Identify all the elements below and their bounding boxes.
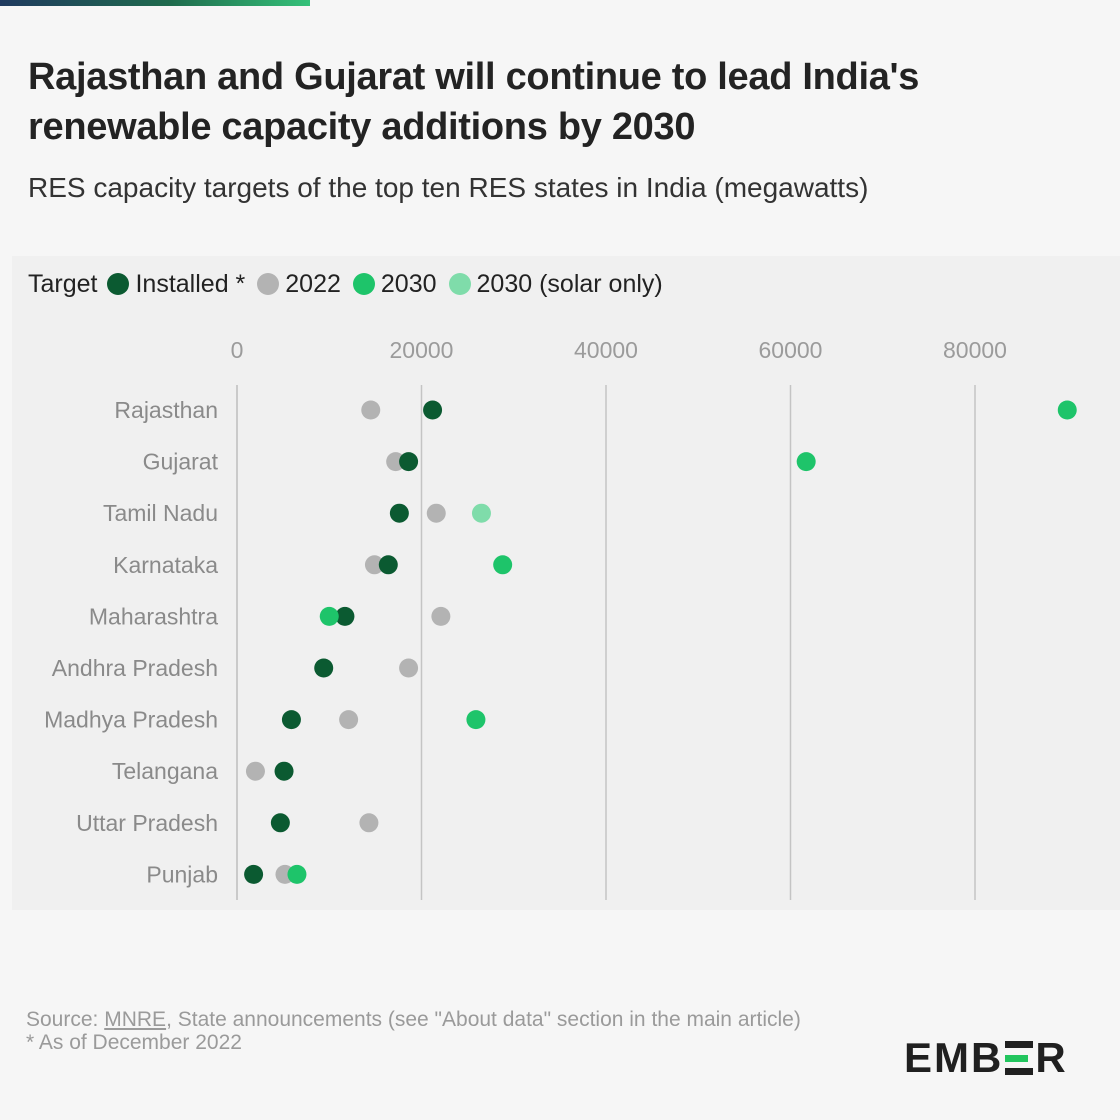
dot-2030	[796, 452, 816, 472]
dot-installed	[389, 503, 409, 523]
dot-installed	[335, 606, 355, 626]
source-link-mnre[interactable]: MNRE	[104, 1008, 167, 1031]
chart-title: Rajasthan and Gujarat will continue to l…	[28, 56, 920, 148]
dot-2022	[361, 400, 381, 420]
category-label: Tamil Nadu	[103, 500, 218, 526]
dot-2022	[399, 658, 419, 678]
logo-text-left: EMB	[904, 1034, 1004, 1081]
legend-swatch-installed	[107, 273, 130, 295]
x-tick-label-0: 0	[231, 337, 244, 363]
legend-swatch-2030-solar	[448, 273, 471, 295]
legend-item-2030: 2030	[352, 269, 437, 299]
dot-2030	[319, 606, 339, 626]
footnote: * As of December 2022	[26, 1031, 242, 1054]
category-label: Punjab	[146, 861, 218, 887]
dot-installed	[274, 761, 294, 781]
category-label: Uttar Pradesh	[76, 810, 218, 836]
x-tick-label-40000: 40000	[574, 337, 638, 363]
dot-installed	[281, 710, 301, 730]
dot-2022	[245, 761, 265, 781]
category-label: Karnataka	[113, 552, 218, 578]
x-tick-label-60000: 60000	[759, 337, 823, 363]
legend-swatch-2022	[257, 273, 280, 295]
chart-panel	[12, 256, 1120, 910]
x-tick-label-20000: 20000	[390, 337, 454, 363]
legend-item-2030-solar: 2030 (solar only)	[448, 269, 663, 299]
dot-2022	[431, 606, 451, 626]
dot-installed	[244, 864, 264, 884]
logo-text-right: R	[1035, 1034, 1068, 1081]
source-rest: , State announcements (see "About data" …	[166, 1008, 801, 1031]
dot-2022	[426, 503, 446, 523]
category-label: Telangana	[112, 758, 218, 784]
source-line: Source: MNRE, State announcements (see "…	[26, 1008, 826, 1031]
legend-item-2022: 2022	[257, 270, 341, 299]
top-accent-bar	[0, 0, 310, 6]
category-label: Gujarat	[143, 449, 219, 475]
source-prefix: Source:	[26, 1008, 105, 1031]
dot-installed	[270, 813, 290, 833]
dot-2030	[466, 710, 486, 730]
dot-installed	[314, 658, 334, 678]
legend-title: Target	[28, 269, 98, 298]
ember-logo: EMB R	[904, 1034, 1068, 1081]
legend-label-2022: 2022	[285, 269, 341, 298]
dot-installed	[423, 400, 443, 420]
category-label: Maharashtra	[89, 603, 218, 629]
dot-2030	[287, 864, 307, 884]
legend-label-installed: Installed *	[135, 269, 246, 298]
legend-item-installed: Installed *	[107, 270, 245, 299]
dot-2030	[493, 555, 513, 575]
dot-installed	[378, 555, 398, 575]
dot-2030	[1057, 400, 1077, 420]
dot-2030-solar-only	[471, 503, 491, 523]
category-label: Madhya Pradesh	[44, 707, 218, 733]
logo-e-mark	[1005, 1041, 1034, 1075]
category-label: Andhra Pradesh	[52, 655, 218, 681]
legend: Target Installed * 2022 2030 2030 (solar…	[28, 266, 675, 302]
legend-label-2030: 2030	[380, 269, 437, 298]
category-label: Rajasthan	[114, 397, 218, 423]
dot-2022	[339, 710, 359, 730]
dot-2022	[364, 555, 384, 575]
chart-subtitle: RES capacity targets of the top ten RES …	[28, 172, 869, 203]
source-note: Source: MNRE, State announcements (see "…	[26, 1008, 826, 1054]
legend-swatch-2030	[352, 273, 375, 295]
x-tick-label-80000: 80000	[943, 337, 1007, 363]
dot-installed	[399, 452, 419, 472]
dot-2022	[359, 813, 379, 833]
legend-label-2030-solar: 2030 (solar only)	[476, 269, 663, 298]
